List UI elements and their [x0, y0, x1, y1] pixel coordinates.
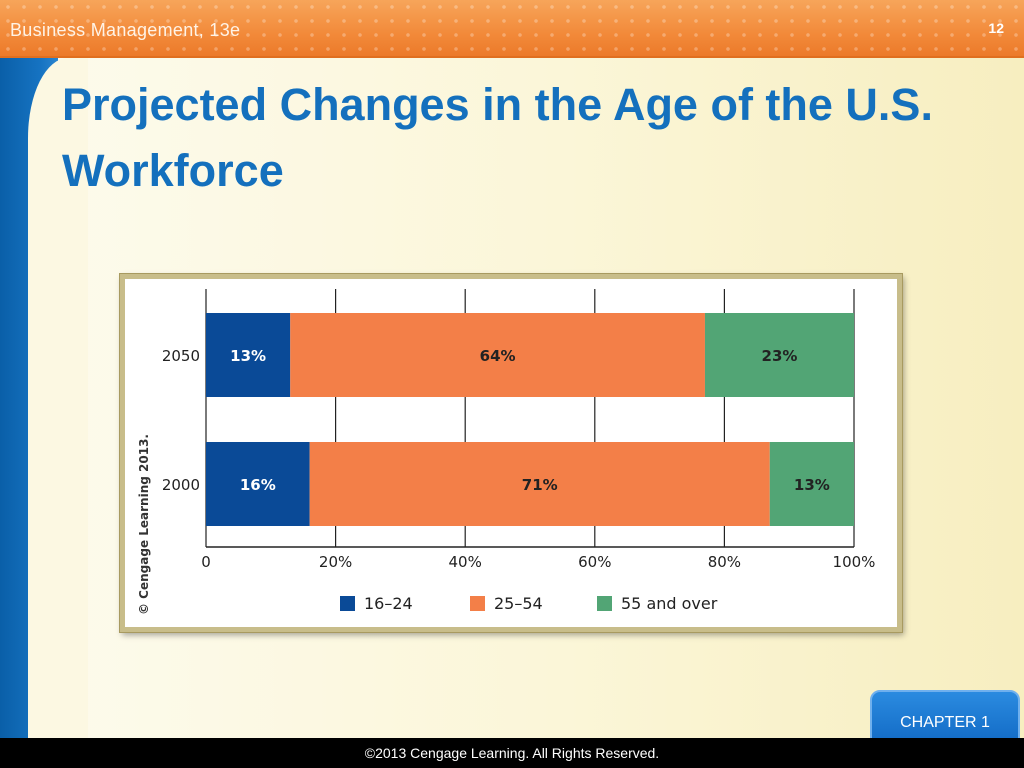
- slide-title: Projected Changes in the Age of the U.S.…: [62, 79, 933, 196]
- category-label: 2000: [162, 476, 200, 494]
- data-label: 16%: [240, 476, 276, 494]
- data-label: 64%: [480, 347, 516, 365]
- legend-label: 16–24: [364, 594, 413, 613]
- x-tick-label: 60%: [578, 553, 611, 571]
- bar-segment: [206, 442, 310, 526]
- book-title: Business Management, 13e: [10, 20, 241, 40]
- slide-header: Business Management, 13e 12: [0, 0, 1024, 58]
- x-tick-label: 100%: [833, 553, 876, 571]
- legend-label: 25–54: [494, 594, 543, 613]
- copyright-text: ©2013 Cengage Learning. All Rights Reser…: [364, 745, 660, 761]
- bar-segment: [704, 313, 854, 397]
- data-label: 13%: [794, 476, 830, 494]
- data-label: 71%: [522, 476, 558, 494]
- data-label: 13%: [230, 347, 266, 365]
- x-tick-label: 80%: [708, 553, 741, 571]
- x-tick-label: 20%: [319, 553, 352, 571]
- chart-frame: 13% 64% 23% 2050 16% 71% 13% 2000 0 20% 40% 60% 80% 1…: [120, 274, 902, 632]
- x-tick-label: 0: [201, 553, 211, 571]
- bar-segment: [290, 313, 705, 397]
- category-label: 2050: [162, 347, 200, 365]
- slide-number: 12: [988, 20, 1004, 36]
- header-dot-pattern: [0, 0, 1024, 56]
- x-tick-label: 40%: [449, 553, 482, 571]
- bar-segment: [309, 442, 770, 526]
- chart-credit: © Cengage Learning 2013.: [137, 434, 151, 615]
- legend-swatch: [470, 596, 485, 611]
- stacked-bar-chart: 13% 64% 23% 2050 16% 71% 13% 2000 0 20% 40% 60% 80% 1…: [137, 289, 876, 615]
- legend-label: 55 and over: [621, 594, 718, 613]
- legend-swatch: [597, 596, 612, 611]
- data-label: 23%: [762, 347, 798, 365]
- bar-segment: [769, 442, 854, 526]
- left-accent-curve: [28, 58, 88, 738]
- chapter-label: CHAPTER 1: [900, 714, 990, 731]
- legend-swatch: [340, 596, 355, 611]
- bar-segment: [206, 313, 291, 397]
- footer: ©2013 Cengage Learning. All Rights Reser…: [0, 738, 1024, 768]
